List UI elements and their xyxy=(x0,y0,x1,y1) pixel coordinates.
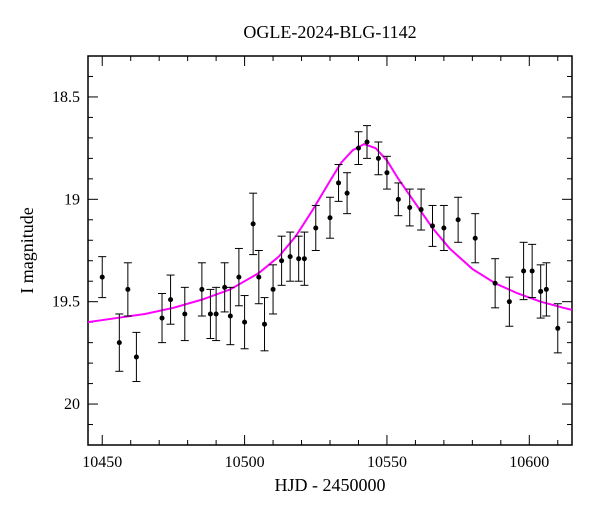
data-point xyxy=(199,287,204,292)
data-point xyxy=(419,207,424,212)
data-point xyxy=(328,215,333,220)
data-point xyxy=(345,191,350,196)
data-point xyxy=(336,180,341,185)
y-axis-label: I magnitude xyxy=(17,207,37,293)
data-point xyxy=(473,236,478,241)
data-point xyxy=(182,311,187,316)
data-layer xyxy=(88,126,572,382)
data-point xyxy=(256,275,261,280)
chart-title: OGLE-2024-BLG-1142 xyxy=(243,22,416,42)
data-point xyxy=(168,297,173,302)
x-tick-label: 10600 xyxy=(509,454,549,471)
data-point xyxy=(251,221,256,226)
data-point xyxy=(125,287,130,292)
data-point xyxy=(279,258,284,263)
x-tick-label: 10450 xyxy=(82,454,122,471)
data-point xyxy=(313,225,318,230)
data-point xyxy=(544,287,549,292)
y-tick-label: 19 xyxy=(64,191,80,208)
data-point xyxy=(214,311,219,316)
data-point xyxy=(493,281,498,286)
data-point xyxy=(134,354,139,359)
y-tick-label: 20 xyxy=(64,396,80,413)
x-tick-label: 10550 xyxy=(367,454,407,471)
x-axis-label: HJD - 2450000 xyxy=(275,475,386,495)
data-point xyxy=(376,156,381,161)
data-point xyxy=(530,268,535,273)
data-point xyxy=(396,197,401,202)
y-tick-label: 18.5 xyxy=(52,89,80,106)
chart-svg: OGLE-2024-BLG-1142 HJD - 2450000 I magnitu… xyxy=(0,0,600,512)
chart-container: OGLE-2024-BLG-1142 HJD - 2450000 I magnitu… xyxy=(0,0,600,512)
data-point xyxy=(384,170,389,175)
data-point xyxy=(538,289,543,294)
data-point xyxy=(441,225,446,230)
data-point xyxy=(271,287,276,292)
data-point xyxy=(160,316,165,321)
data-point xyxy=(296,256,301,261)
data-point xyxy=(365,139,370,144)
data-point xyxy=(236,275,241,280)
data-point xyxy=(228,314,233,319)
x-tick-label: 10500 xyxy=(225,454,265,471)
data-point xyxy=(288,254,293,259)
data-point xyxy=(242,320,247,325)
data-point xyxy=(356,146,361,151)
data-point xyxy=(407,205,412,210)
data-point xyxy=(208,311,213,316)
data-point xyxy=(430,223,435,228)
data-point xyxy=(507,299,512,304)
data-point xyxy=(117,340,122,345)
data-point xyxy=(302,256,307,261)
data-point xyxy=(555,326,560,331)
data-point xyxy=(100,275,105,280)
data-point xyxy=(521,268,526,273)
data-point xyxy=(262,322,267,327)
data-point xyxy=(456,217,461,222)
y-tick-label: 19.5 xyxy=(52,294,80,311)
plot-frame xyxy=(88,56,572,445)
